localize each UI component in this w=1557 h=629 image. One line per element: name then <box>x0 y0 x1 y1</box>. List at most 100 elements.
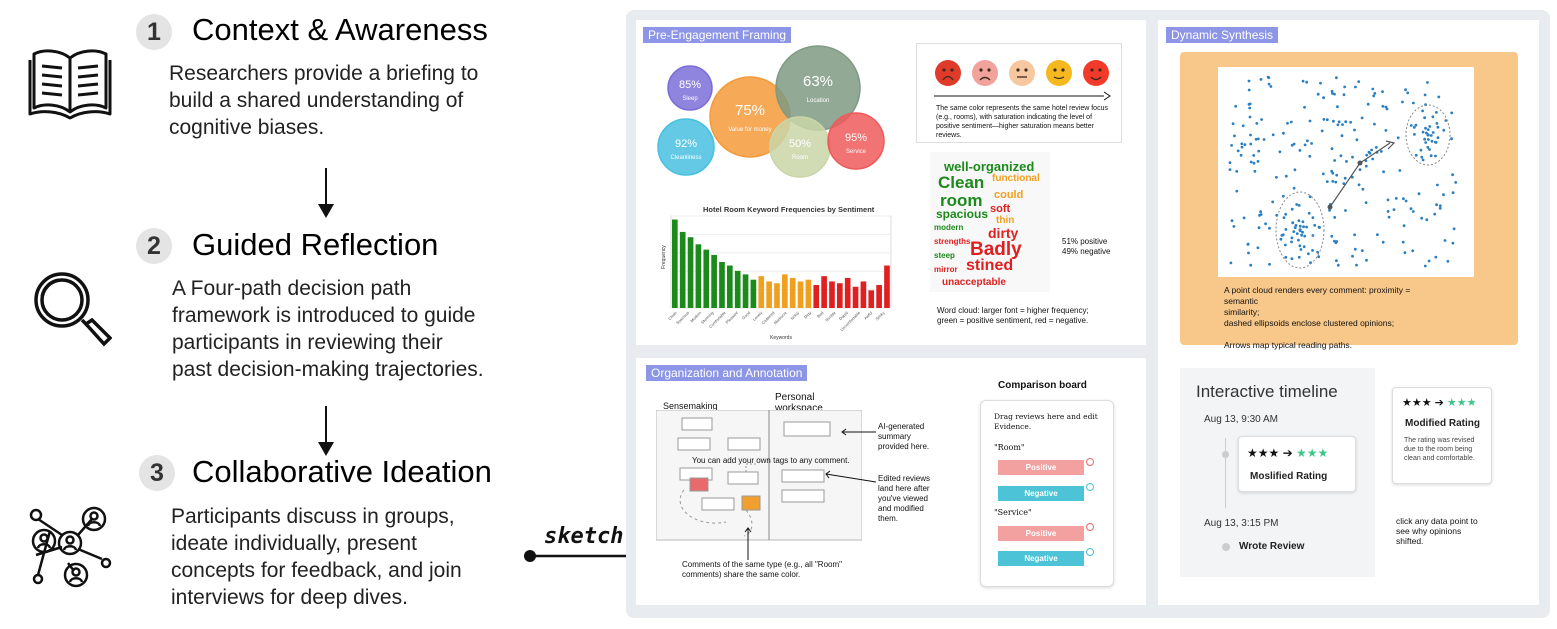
room-label: "Room" <box>994 443 1025 452</box>
positive-slot[interactable]: Positive <box>998 460 1084 475</box>
data-point <box>1233 134 1236 138</box>
data-point <box>1280 234 1284 237</box>
data-point <box>1414 123 1418 127</box>
data-point <box>1381 104 1385 108</box>
sketch-label: sketch <box>544 524 624 549</box>
data-point <box>1333 216 1337 219</box>
data-point <box>1301 230 1304 234</box>
step-title: Collaborative Ideation <box>192 454 492 489</box>
step-number: 1 <box>136 14 172 50</box>
data-point <box>1303 234 1307 238</box>
data-point <box>1256 160 1260 163</box>
data-point <box>1333 239 1336 243</box>
bar <box>766 281 772 308</box>
rating-card[interactable] <box>1238 436 1356 492</box>
bar <box>742 274 749 308</box>
data-point <box>1232 225 1236 228</box>
bar <box>852 286 859 308</box>
bubble-percent: 63% <box>803 73 833 90</box>
emoji-note: The same color represents the same hotel… <box>936 105 1108 139</box>
data-point <box>1387 215 1391 219</box>
data-point <box>1414 153 1418 157</box>
data-point <box>1230 219 1234 223</box>
data-point <box>1254 137 1258 141</box>
bar <box>758 276 765 308</box>
data-point <box>1242 216 1246 220</box>
bar <box>687 237 694 308</box>
bar <box>672 219 678 308</box>
data-point <box>1360 116 1364 120</box>
rating-card-label: Moslified Rating <box>1250 471 1328 482</box>
negative-slot[interactable]: Negative <box>998 486 1084 501</box>
data-point <box>1421 109 1424 113</box>
emoji-eye <box>950 68 954 72</box>
timeline-dot[interactable] <box>1222 451 1229 458</box>
data-point <box>1411 249 1415 253</box>
data-point <box>1300 233 1303 237</box>
add-icons <box>1086 458 1094 556</box>
emoji-face-icon <box>972 60 998 86</box>
bar <box>789 277 796 308</box>
bar-tick-label: Noisy <box>789 310 800 321</box>
data-point <box>1404 88 1407 92</box>
data-point <box>1379 150 1383 153</box>
bar <box>813 285 820 308</box>
data-point <box>1257 149 1261 153</box>
data-point <box>1442 128 1446 132</box>
data-point <box>1241 124 1245 128</box>
bubble-label: Service <box>846 149 867 155</box>
data-point <box>1429 154 1433 158</box>
data-point <box>1402 197 1405 201</box>
bubble-label: Location <box>807 98 830 104</box>
emoji-scale-card <box>916 43 1122 143</box>
sensemaking-label: Sensemaking <box>663 401 718 411</box>
bar <box>876 285 882 308</box>
data-point <box>1425 218 1429 222</box>
emoji-eye <box>1090 68 1094 72</box>
wordcloud-word: soft <box>990 203 1011 215</box>
modified-rating-card <box>1392 387 1492 484</box>
data-point <box>1322 118 1326 121</box>
wordcloud-word: modern <box>934 223 964 232</box>
bubble-chart: 85% Sleep 75% Value for money 63% Location 92%… <box>657 45 885 178</box>
data-point <box>1420 155 1424 159</box>
data-point <box>1228 161 1232 164</box>
data-point <box>1394 197 1398 200</box>
positive-slot[interactable]: Positive <box>998 526 1084 541</box>
data-point <box>1284 174 1288 178</box>
negative-slot[interactable]: Negative <box>998 551 1084 566</box>
data-point <box>1299 248 1303 251</box>
data-point <box>1451 241 1455 245</box>
data-point <box>1260 118 1263 121</box>
data-point <box>1303 105 1306 109</box>
emoji-eye <box>979 68 983 72</box>
data-point <box>1247 79 1251 83</box>
point-cloud-note: A point cloud renders every comment: pro… <box>1224 285 1411 350</box>
wordcloud-word: spacious <box>936 207 989 221</box>
data-point <box>1374 146 1378 149</box>
bubble-percent: 50% <box>789 138 811 150</box>
data-point <box>1243 143 1247 146</box>
data-point <box>1303 143 1307 147</box>
timeline-dot[interactable] <box>1222 543 1230 551</box>
data-point <box>1435 122 1439 125</box>
section-tag: Organization and Annotation <box>646 365 808 381</box>
bar-tick-label: Lovely <box>752 310 764 322</box>
data-point <box>1330 147 1334 151</box>
bubble <box>667 65 713 111</box>
bar <box>837 283 843 308</box>
bar <box>844 277 851 308</box>
data-point <box>1433 212 1437 216</box>
data-point <box>1420 216 1424 220</box>
step-description: Researchers provide a briefing to build a… <box>169 62 479 139</box>
data-point <box>1412 101 1415 105</box>
bar-chart-xlabel: Keywords <box>770 335 792 341</box>
bubble <box>657 118 715 176</box>
tags-note: You can add your own tags to any comment… <box>692 456 850 465</box>
network-people-icon <box>29 506 112 588</box>
data-point <box>1382 170 1385 174</box>
data-point <box>1336 263 1340 267</box>
data-point <box>1249 160 1253 164</box>
data-point <box>1282 131 1285 135</box>
data-point <box>1256 137 1260 141</box>
